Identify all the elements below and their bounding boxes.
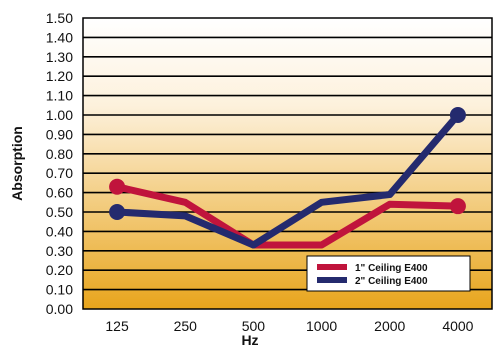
x-axis-title: Hz xyxy=(241,332,258,348)
y-axis-ticks: 0.00 0.10 0.20 0.30 0.40 0.50 0.60 0.70 0.80 0.90… xyxy=(46,10,73,317)
series-1 xyxy=(109,178,466,249)
y-tick-label: 0.30 xyxy=(46,243,73,259)
x-axis-ticks: 125 250 500 1000 2000 4000 xyxy=(105,318,473,334)
y-tick-label: 1.30 xyxy=(46,49,73,65)
y-tick-label: 1.20 xyxy=(46,68,73,84)
y-tick-label: 0.60 xyxy=(46,185,73,201)
y-tick-label: 0.00 xyxy=(46,301,73,317)
y-tick-label: 1.40 xyxy=(46,29,73,45)
data-point-marker xyxy=(109,204,126,220)
legend-label: 2" Ceiling E400 xyxy=(355,276,428,287)
x-tick-label: 125 xyxy=(105,318,129,334)
x-tick-label: 250 xyxy=(174,318,198,334)
data-point-marker xyxy=(109,178,126,195)
y-axis-title: Absorption xyxy=(9,126,25,201)
series-lines xyxy=(109,107,466,249)
y-tick-label: 0.50 xyxy=(46,204,73,220)
x-tick-label: 500 xyxy=(242,318,266,334)
series-line xyxy=(113,111,462,249)
y-tick-label: 0.20 xyxy=(46,262,73,278)
y-tick-label: 0.40 xyxy=(46,223,73,239)
y-tick-label: 0.70 xyxy=(46,165,73,181)
plot-frame xyxy=(82,17,493,310)
y-tick-label: 1.10 xyxy=(46,88,73,104)
data-point-marker xyxy=(449,198,466,215)
data-point-marker xyxy=(449,107,466,123)
series-line xyxy=(113,183,462,249)
y-tick-label: 0.90 xyxy=(46,126,73,142)
x-tick-label: 2000 xyxy=(374,318,405,334)
legend-label: 1" Ceiling E400 xyxy=(355,263,428,274)
y-tick-label: 0.80 xyxy=(46,146,73,162)
x-tick-label: 4000 xyxy=(442,318,473,334)
legend-box xyxy=(306,255,471,292)
y-tick-label: 0.10 xyxy=(46,282,73,298)
y-tick-label: 1.50 xyxy=(46,10,73,26)
legend: 1" Ceiling E400 2" Ceiling E400 xyxy=(306,255,471,292)
y-tick-label: 1.00 xyxy=(46,107,73,123)
series-2 xyxy=(109,107,466,249)
x-tick-label: 1000 xyxy=(306,318,337,334)
gridlines xyxy=(83,36,492,291)
